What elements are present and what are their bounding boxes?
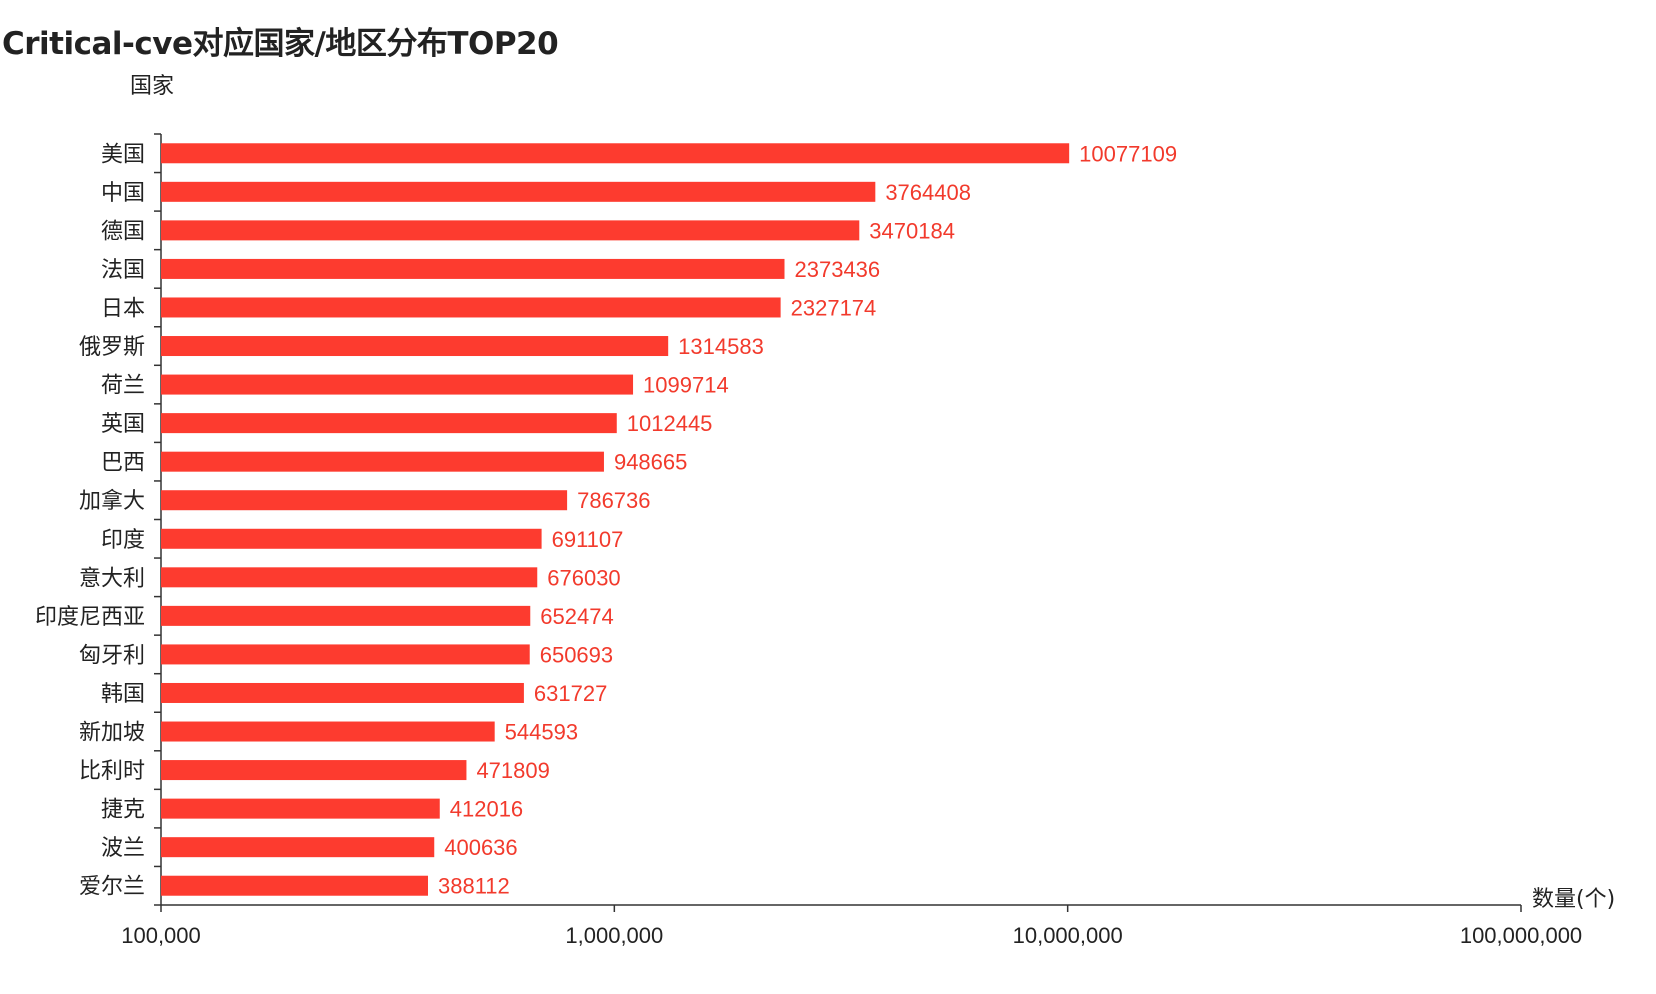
bar (161, 258, 785, 279)
bar-value-label: 388112 (438, 874, 510, 899)
bar-value-label: 652474 (540, 604, 613, 629)
y-category-label: 德国 (101, 219, 145, 244)
chart-title: Critical-cve对应国家/地区分布TOP20 (2, 26, 559, 62)
y-category-label: 法国 (101, 258, 145, 283)
y-category-label: 新加坡 (79, 721, 145, 746)
y-category-label: 巴西 (101, 451, 145, 476)
y-axis-label: 国家 (130, 74, 174, 99)
y-category-label: 中国 (101, 181, 145, 206)
y-category-label: 爱尔兰 (79, 875, 145, 900)
bar (161, 644, 530, 665)
bar-value-label: 786736 (577, 488, 650, 513)
bars: 美国 10077109 中国 3764408 德国 3470184 法国 2373436 日本 2… (35, 141, 1177, 899)
y-category-label: 韩国 (101, 682, 145, 707)
bar-value-label: 412016 (450, 797, 523, 822)
bar-value-label: 2327174 (791, 295, 877, 320)
bar-value-label: 650693 (540, 642, 613, 667)
bar-value-label: 3470184 (869, 218, 955, 243)
bar-value-label: 631727 (534, 681, 607, 706)
x-tick-label: 100,000,000 (1460, 923, 1582, 948)
y-category-label: 意大利 (79, 566, 145, 591)
y-category-label: 日本 (101, 296, 145, 321)
bar (161, 143, 1070, 164)
bar-value-label: 691107 (552, 527, 624, 552)
bar-value-label: 400636 (444, 835, 517, 860)
bar-value-label: 1314583 (678, 334, 764, 359)
y-category-label: 印度 (101, 528, 145, 553)
bar (161, 451, 604, 472)
bar (161, 721, 495, 742)
x-axis: 100,000 1,000,000 10,000,000 100,000,000 (121, 904, 1582, 948)
bar (161, 336, 669, 357)
bar-value-label: 1012445 (627, 411, 713, 436)
bar (161, 490, 568, 511)
bar (161, 297, 781, 318)
x-tick-label: 1,000,000 (565, 923, 663, 948)
y-category-label: 波兰 (101, 836, 145, 861)
bar (161, 760, 467, 781)
bar (161, 875, 428, 896)
bar (161, 528, 542, 549)
bar (161, 413, 617, 434)
bar (161, 798, 440, 819)
bar (161, 605, 531, 626)
bar-value-label: 2373436 (795, 257, 881, 282)
y-category-label: 加拿大 (79, 488, 145, 514)
y-category-label: 美国 (101, 142, 145, 167)
x-axis-label: 数量(个) (1532, 887, 1615, 912)
bar-value-label: 471809 (476, 758, 549, 783)
bar-value-label: 3764408 (885, 180, 971, 205)
y-category-label: 匈牙利 (79, 643, 145, 668)
y-category-label: 俄罗斯 (79, 335, 145, 360)
bar-value-label: 544593 (505, 720, 578, 745)
bar (161, 374, 634, 395)
bar (161, 181, 876, 202)
y-axis (154, 133, 162, 906)
y-category-label: 比利时 (79, 759, 145, 784)
bar-value-label: 10077109 (1079, 141, 1177, 166)
bar-value-label: 948665 (614, 450, 687, 475)
bar-value-label: 676030 (547, 565, 620, 590)
bar (161, 682, 524, 703)
bar (161, 567, 538, 588)
bar (161, 220, 860, 241)
y-category-label: 荷兰 (101, 374, 145, 399)
x-tick-label: 10,000,000 (1013, 923, 1123, 948)
bar-value-label: 1099714 (643, 373, 729, 398)
y-category-label: 英国 (101, 412, 145, 437)
y-category-label: 印度尼西亚 (35, 605, 145, 630)
bar (161, 837, 435, 858)
y-category-label: 捷克 (101, 798, 145, 823)
x-tick-label: 100,000 (121, 923, 201, 948)
